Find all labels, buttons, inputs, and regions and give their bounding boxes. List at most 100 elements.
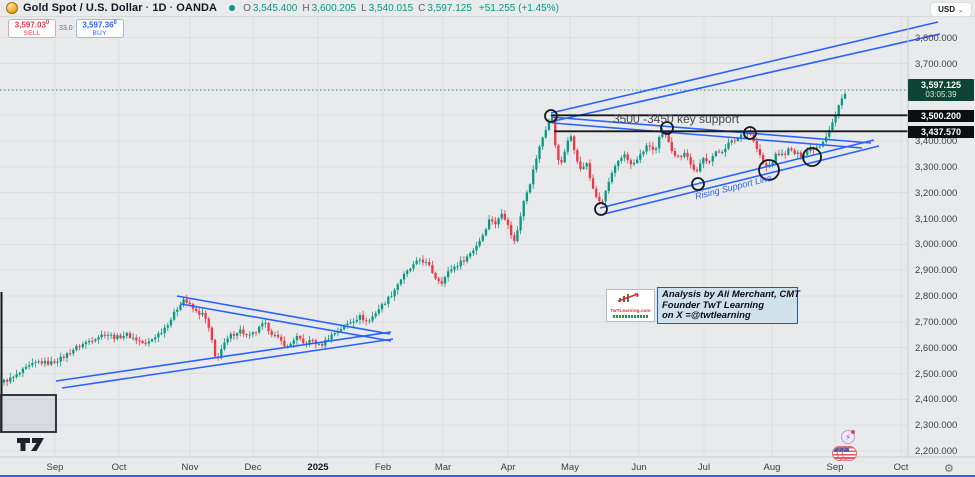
price-axis-label: 2,300.000 [915, 420, 958, 432]
price-axis-label: 3,000.000 [915, 239, 958, 251]
twt-learning-logo[interactable]: TwTLearning.com [606, 289, 655, 322]
price-axis-label: 2,600.000 [915, 342, 958, 354]
gold-symbol-icon [6, 2, 18, 14]
current-price-value: 3,597.125 [920, 80, 962, 90]
economic-calendar-flags[interactable] [833, 447, 856, 460]
market-status-dot[interactable] [229, 5, 236, 11]
circle-marker[interactable] [660, 121, 674, 135]
trendline[interactable] [552, 122, 863, 149]
price-axis-label: 3,100.000 [915, 213, 958, 225]
time-axis-label: May [561, 462, 579, 473]
price-axis-label: 3,200.000 [915, 187, 958, 199]
window-bottom-border [0, 475, 975, 477]
time-axis-label: Mar [434, 462, 452, 473]
notification-dot [851, 430, 855, 434]
buy-button[interactable]: 3,597.360 BUY [75, 19, 124, 38]
price-axis-label: 2,500.000 [915, 368, 958, 380]
close-value: 3,597.125 [427, 2, 472, 14]
logo-chart-graphic [617, 293, 639, 302]
price-level-tag-3500[interactable]: 3,500.200 [908, 109, 974, 122]
buy-price: 3,597.36 [82, 20, 114, 30]
trendline[interactable] [553, 33, 941, 122]
trendline[interactable] [180, 303, 392, 342]
price-axis-label: 3,300.000 [915, 161, 958, 173]
price-axis-label: 2,700.000 [915, 316, 958, 328]
tradingview-logo[interactable] [16, 437, 54, 452]
circle-marker[interactable] [691, 177, 705, 191]
close-label: C [418, 2, 426, 14]
time-axis-label: Apr [500, 462, 516, 473]
events-icon[interactable]: ⚡ [841, 430, 855, 444]
candles-layer[interactable] [2, 91, 847, 387]
low-label: L [361, 2, 367, 14]
open-value: 3,545.400 [252, 2, 298, 14]
sell-price-sup: 0 [45, 19, 50, 26]
trendline[interactable] [55, 331, 392, 382]
circle-marker[interactable] [544, 109, 558, 123]
top-toolbar: Gold Spot / U.S. Dollar · 1D · OANDA O 3,… [0, 0, 975, 17]
exchange-label[interactable]: OANDA [176, 2, 218, 14]
gear-icon[interactable]: ⚙ [944, 463, 954, 475]
drawings-layer[interactable]: 3500 -3450 key support Rising Support Lin… [0, 21, 941, 433]
time-axis-label: Sep [826, 462, 844, 473]
circle-marker[interactable] [743, 126, 757, 140]
analysis-line-1: Analysis by Ali Merchant, CMT [662, 289, 800, 300]
circle-marker[interactable] [802, 147, 822, 167]
chart-annotation-text[interactable]: 3500 -3450 key support [613, 112, 740, 126]
price-axis-label: 3,700.000 [915, 58, 958, 70]
trendline[interactable] [176, 295, 391, 335]
trade-widget: 3,597.030 SELL 33.0 3,597.360 BUY [8, 19, 124, 38]
current-price-tag[interactable]: 3,597.125 03:05:39 [908, 79, 974, 101]
lightning-icon: ⚡ [845, 432, 851, 442]
chart-annotation-text[interactable]: Rising Support Line [694, 173, 773, 202]
spread-value: 33.0 [59, 25, 73, 32]
time-axis-label: Nov [181, 462, 199, 473]
high-label: H [302, 2, 310, 14]
analysis-line-3: on X =@twtlearning [662, 310, 751, 321]
price-axis-label: 3,400.000 [915, 136, 958, 147]
logo-title: TwTLearning.com [610, 308, 651, 314]
trendline[interactable] [599, 139, 875, 209]
buy-label: BUY [92, 29, 107, 37]
price-level-tag-3437[interactable]: 3,437.570 [908, 125, 974, 138]
time-axis-label: Jun [631, 462, 647, 473]
time-axis-label: Jul [697, 462, 711, 473]
trendline[interactable] [550, 116, 872, 144]
symbol-title[interactable]: Gold Spot / U.S. Dollar [23, 2, 143, 14]
time-axis-label: 2025 [307, 462, 329, 473]
open-label: O [243, 2, 251, 14]
time-axis-label: Aug [763, 462, 781, 473]
analysis-line-2: Founder TwT Learning [662, 299, 765, 311]
bar-countdown: 03:05:39 [925, 90, 957, 99]
currency-button[interactable]: USD ⌄ [931, 3, 971, 16]
trendline[interactable] [550, 21, 939, 114]
time-axis-label: Sep [46, 462, 64, 473]
circle-marker[interactable] [758, 159, 780, 181]
sell-button[interactable]: 3,597.030 SELL [8, 19, 56, 38]
circle-marker[interactable] [594, 202, 608, 216]
buy-price-sup: 0 [113, 19, 117, 26]
time-axis-label: Dec [244, 462, 262, 473]
currency-label: USD [938, 5, 955, 14]
price-axis-label: 2,400.000 [915, 394, 958, 406]
price-axis-label: 2,900.000 [915, 265, 958, 277]
ohlc-readout: O 3,545.400 H 3,600.205 L 3,540.015 C 3,597.… [243, 3, 559, 14]
separator: · [145, 2, 150, 14]
sell-price: 3,597.03 [14, 20, 46, 30]
rectangle-drawing[interactable] [0, 394, 57, 433]
analysis-text-box[interactable]: Analysis by Ali Merchant, CMT Founder Tw… [657, 287, 800, 324]
sell-label: SELL [23, 29, 41, 37]
trendline[interactable] [61, 338, 394, 389]
interval-button[interactable]: 1D [152, 2, 167, 14]
us-flag-icon [843, 447, 856, 460]
price-axis-label: 3,800.000 [915, 32, 958, 44]
time-axis-label: Feb [374, 462, 392, 473]
chevron-down-icon: ⌄ [958, 6, 964, 14]
time-axis-label: Oct [111, 462, 127, 473]
trendline[interactable] [603, 145, 880, 215]
change-value: +51.255 (+1.45%) [478, 2, 559, 14]
logo-subtext-decoration [613, 315, 648, 318]
price-axis-label: 2,800.000 [915, 291, 958, 302]
